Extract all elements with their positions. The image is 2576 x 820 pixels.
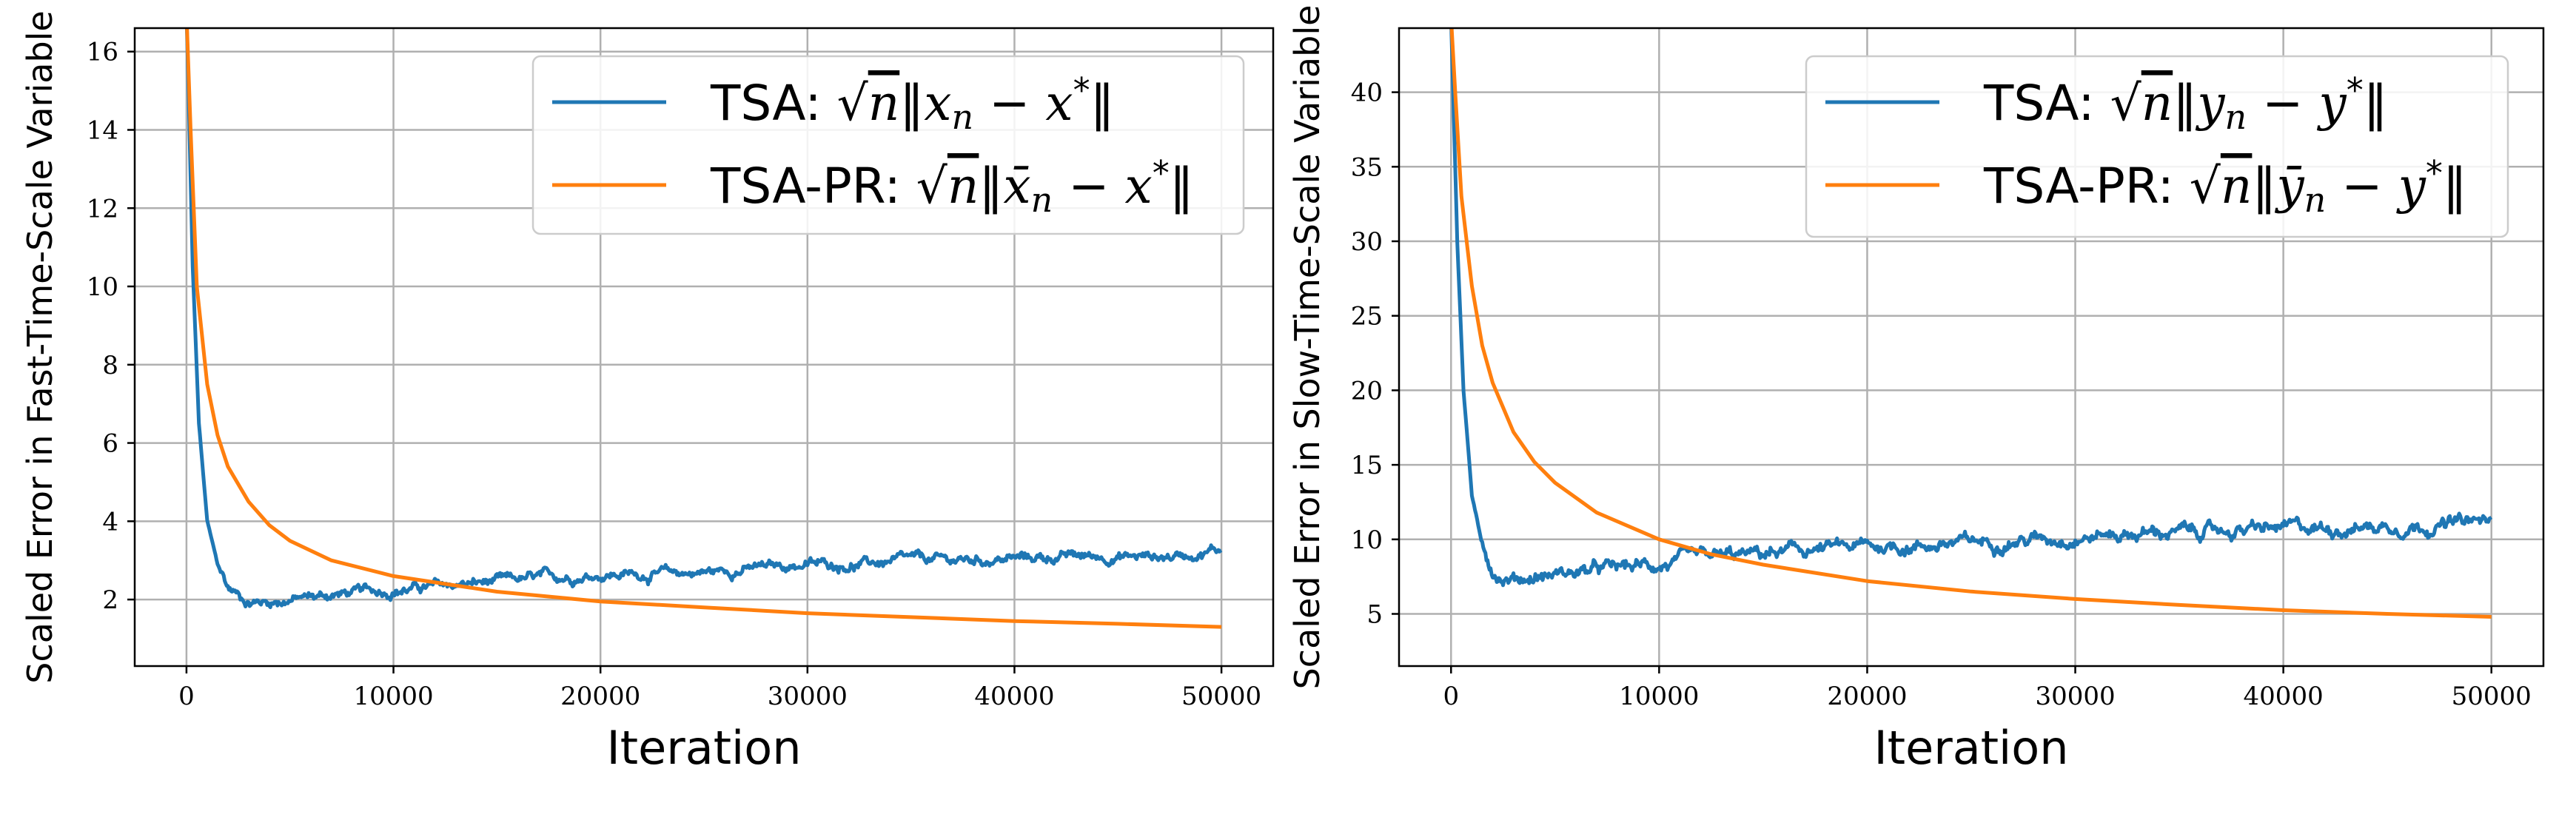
legend-label: TSA: √n‖yn − y*‖ xyxy=(1983,70,2388,137)
y-tick-label: 12 xyxy=(87,194,118,224)
x-tick-label: 0 xyxy=(178,682,195,711)
y-tick-label: 30 xyxy=(1351,227,1383,257)
series-lines xyxy=(184,28,1223,629)
legend: TSA: √n‖yn − y*‖ TSA-PR: √n‖ȳn − y*‖ xyxy=(1805,55,2509,238)
legend-label: TSA: √n‖xn − x*‖ xyxy=(710,70,1115,137)
x-tick-label: 50000 xyxy=(2452,682,2532,711)
legend-label: TSA-PR: √n‖x̄n − x*‖ xyxy=(710,153,1194,220)
x-tick-label: 20000 xyxy=(560,682,640,711)
y-tick-label: 16 xyxy=(87,38,118,67)
series-line-tsa xyxy=(1449,28,2493,588)
series-lines xyxy=(1449,28,2493,619)
y-tick-label: 20 xyxy=(1351,376,1383,406)
y-tick-label: 6 xyxy=(102,429,118,459)
series-line-tsa-pr xyxy=(185,28,1222,629)
x-tick-label: 10000 xyxy=(1619,682,1699,711)
x-tick-label: 0 xyxy=(1443,682,1459,711)
x-tick-label: 20000 xyxy=(1827,682,1907,711)
axes-frame xyxy=(1398,27,2545,668)
y-tick-label: 15 xyxy=(1351,451,1383,480)
x-tick-label: 40000 xyxy=(974,682,1054,711)
x-tick-label: 30000 xyxy=(768,682,848,711)
y-tick-label: 5 xyxy=(1366,600,1383,630)
x-axis-label: Iteration xyxy=(607,721,802,775)
x-tick-label: 40000 xyxy=(2244,682,2324,711)
y-tick-label: 25 xyxy=(1351,302,1383,332)
y-tick-label: 10 xyxy=(87,272,118,302)
y-axis-label: Scaled Error in Fast-Time-Scale Variable xyxy=(20,10,60,684)
y-tick-label: 40 xyxy=(1351,78,1383,108)
legend-label: TSA-PR: √n‖ȳn − y*‖ xyxy=(1983,153,2467,220)
y-tick-label: 8 xyxy=(102,351,118,380)
y-tick-label: 35 xyxy=(1351,152,1383,182)
series-line-tsa xyxy=(184,28,1223,610)
x-axis-label: Iteration xyxy=(1874,721,2069,775)
y-tick-label: 2 xyxy=(102,585,118,615)
right-chart-panel: 0 10000 20000 30000 40000 50000 5 10 15 20 25 30 35 4… xyxy=(1287,5,2545,775)
y-axis-label: Scaled Error in Slow-Time-Scale Variable xyxy=(1287,5,1327,690)
x-tick-label: 50000 xyxy=(1181,682,1261,711)
x-tick-label: 30000 xyxy=(2035,682,2115,711)
x-tick-label: 10000 xyxy=(353,682,433,711)
gridlines xyxy=(1399,28,2543,666)
y-tick-label: 10 xyxy=(1351,525,1383,555)
left-chart-panel: 0 10000 20000 30000 40000 50000 2 4 6 8 10 12 14 16 It… xyxy=(20,10,1275,775)
axes-frame xyxy=(133,27,1275,668)
legend-box xyxy=(531,55,1245,235)
legend: TSA: √n‖xn − x*‖ TSA-PR: √n‖x̄n − x*‖ xyxy=(531,55,1245,235)
y-tick-label: 4 xyxy=(102,507,118,537)
y-tick-label: 14 xyxy=(87,115,118,145)
legend-box xyxy=(1805,55,2509,238)
series-line-tsa-pr xyxy=(1449,28,2492,619)
